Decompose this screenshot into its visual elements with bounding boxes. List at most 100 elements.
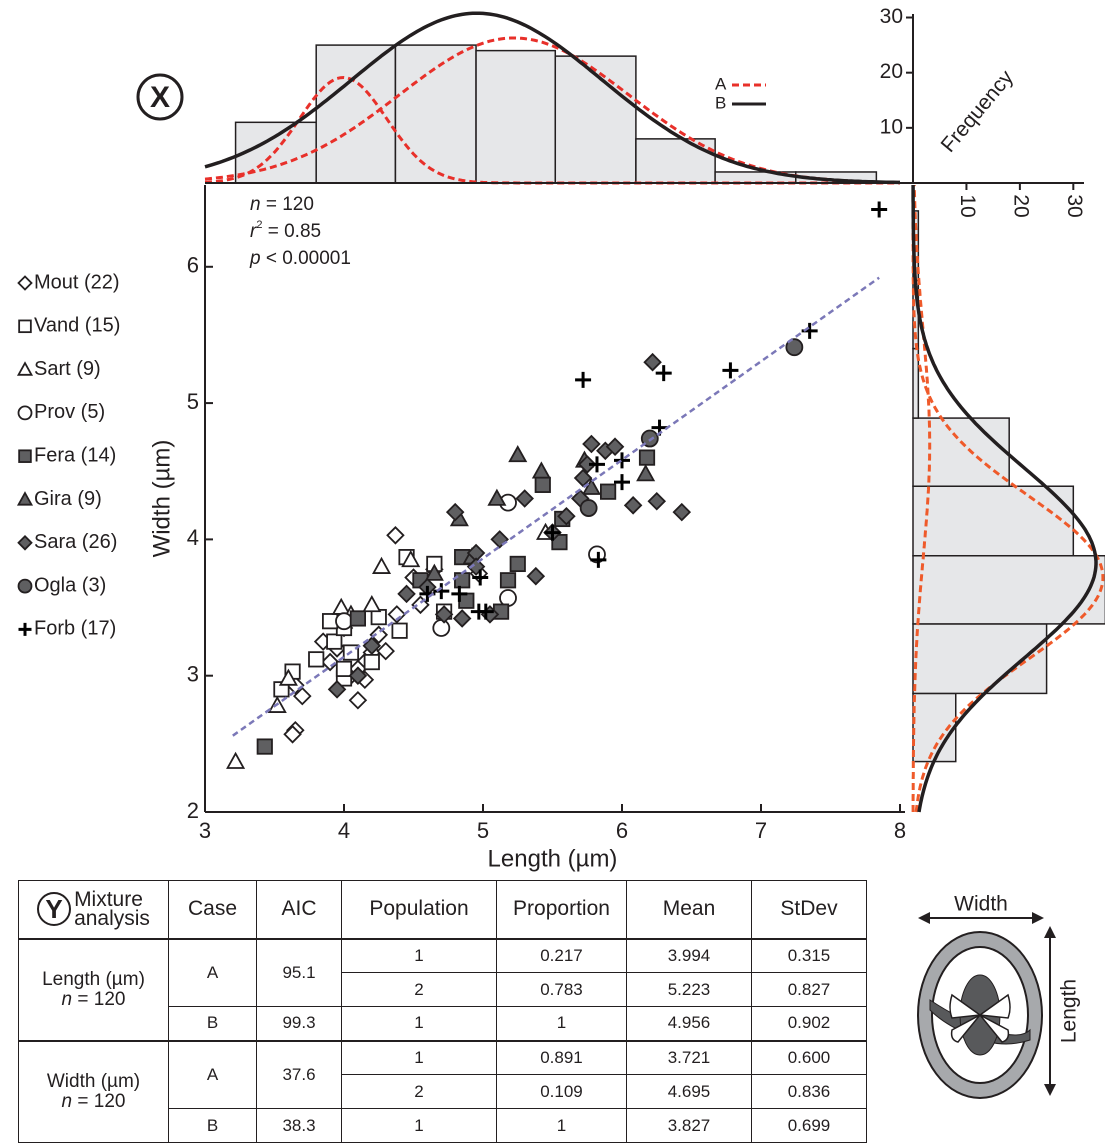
scatter-point xyxy=(623,496,643,515)
scatter-point xyxy=(588,456,605,473)
histogram-bar xyxy=(912,417,1010,487)
arrow-head xyxy=(1044,1084,1056,1096)
y-tick-label: 30 xyxy=(880,5,903,28)
column-header: Case xyxy=(168,880,257,939)
panel-label: X xyxy=(150,81,170,114)
table-row: Length (µm) n = 120 A 95.1 1 0.217 3.994 0.315 xyxy=(18,937,867,1041)
legend-marker xyxy=(18,622,32,636)
column-header: Mean xyxy=(626,880,752,939)
x-tick-label: 5 xyxy=(477,818,489,843)
scatter-point xyxy=(577,455,597,474)
scatter-point xyxy=(397,584,416,604)
scatter-point xyxy=(722,362,739,379)
legend-label: Gira (9) xyxy=(34,488,102,510)
scatter-point xyxy=(614,474,630,491)
arrow-head xyxy=(1044,926,1056,938)
cell-diagram: Width Length xyxy=(917,893,1081,1099)
mixture-curve xyxy=(204,11,900,185)
length-label: Length xyxy=(1058,979,1081,1043)
mixture-table: Y Mixture analysis Case AIC Population Proport… xyxy=(18,880,867,1143)
mixture-curve xyxy=(911,185,1105,813)
legend-label: Ogla (3) xyxy=(34,574,106,596)
scatter-point xyxy=(614,452,630,469)
scatter-point xyxy=(509,555,526,573)
scatter-point xyxy=(424,563,444,581)
legend-marker xyxy=(18,449,32,463)
annotation-part: 2 xyxy=(256,219,262,231)
value-cell: 3.721 xyxy=(626,1039,752,1075)
table-title-line: Mixture xyxy=(74,888,143,912)
annotation-part: n xyxy=(250,194,261,215)
x-tick-label: 4 xyxy=(338,818,350,843)
case-cell: B xyxy=(168,1108,257,1143)
scatter-point xyxy=(638,449,656,466)
cell-valves xyxy=(949,993,1011,1043)
y-tick-label: 5 xyxy=(187,389,199,414)
x-tick-label: 8 xyxy=(894,818,906,843)
y-tick-label: 20 xyxy=(880,60,903,83)
value-cell: 0.902 xyxy=(751,1006,867,1041)
legend-label: A xyxy=(715,74,727,93)
fit-line xyxy=(232,276,880,737)
value-cell: 2 xyxy=(341,972,497,1007)
scatter-point xyxy=(490,530,509,549)
table-row: B 99.3 1 1 4.956 0.902 xyxy=(19,1006,867,1041)
scatter-point xyxy=(579,499,598,517)
n-symbol: n xyxy=(61,1090,73,1112)
scatter-point xyxy=(363,653,380,671)
annotation: p < 0.00001 xyxy=(249,248,351,269)
annotation-part: p xyxy=(249,248,261,269)
table-title-line: analysis xyxy=(74,907,150,931)
scatter-point xyxy=(499,572,517,589)
arrow-head xyxy=(918,912,930,924)
scatter-point xyxy=(226,751,246,769)
annotation-part: < 0.00001 xyxy=(261,248,351,269)
scatter-point xyxy=(582,434,601,454)
value-cell: 4.695 xyxy=(626,1074,752,1109)
scatter-point xyxy=(335,660,353,677)
scatter-point xyxy=(575,371,592,388)
y-tick-label: 6 xyxy=(187,253,199,278)
value-cell: 1 xyxy=(496,1108,627,1143)
histogram-bar xyxy=(315,44,397,184)
legend-label: Sart (9) xyxy=(34,358,101,380)
arrow-head xyxy=(1032,912,1044,924)
scatter-point xyxy=(349,610,367,627)
legend-label: Sara (26) xyxy=(34,531,117,553)
histogram-bar xyxy=(912,554,1105,625)
legend-label: Mout (22) xyxy=(34,271,120,293)
legend-label: B xyxy=(715,93,726,112)
scatter-point xyxy=(278,668,298,686)
value-cell: 0.891 xyxy=(496,1039,627,1075)
y-axis-label: Frequency xyxy=(937,66,1019,157)
value-cell: 3.994 xyxy=(626,937,752,973)
histogram-bar xyxy=(912,485,1075,557)
legend-marker xyxy=(17,535,33,551)
case-cell: B xyxy=(168,1006,257,1041)
table-title: Mixture analysis xyxy=(74,888,150,931)
table-row: Width (µm) n = 120 A 37.6 1 0.891 3.721 0.600 xyxy=(18,1039,867,1143)
value-cell: 0.217 xyxy=(496,937,627,973)
scatter-point xyxy=(551,534,568,551)
scatter-point xyxy=(655,365,672,382)
column-header: AIC xyxy=(256,880,342,939)
value-cell: 0.315 xyxy=(751,937,867,973)
scatter-point xyxy=(643,352,662,372)
value-cell: 1 xyxy=(341,1108,497,1143)
table-row: B 38.3 1 1 3.827 0.699 xyxy=(19,1108,867,1143)
value-cell: 0.827 xyxy=(751,972,867,1007)
x-tick-label: 7 xyxy=(755,818,767,843)
scatter-point xyxy=(326,633,343,650)
legend-marker xyxy=(18,319,32,334)
scatter-point xyxy=(672,502,692,522)
scatter-point xyxy=(472,569,489,586)
scatter-point xyxy=(348,666,368,685)
width-label: Width xyxy=(954,893,1008,916)
column-header: StDev xyxy=(751,880,867,939)
y-tick-label: 3 xyxy=(187,662,199,687)
n-text: = 120 xyxy=(72,1090,126,1112)
scatter-point xyxy=(871,201,888,218)
histogram-bar xyxy=(475,49,557,184)
